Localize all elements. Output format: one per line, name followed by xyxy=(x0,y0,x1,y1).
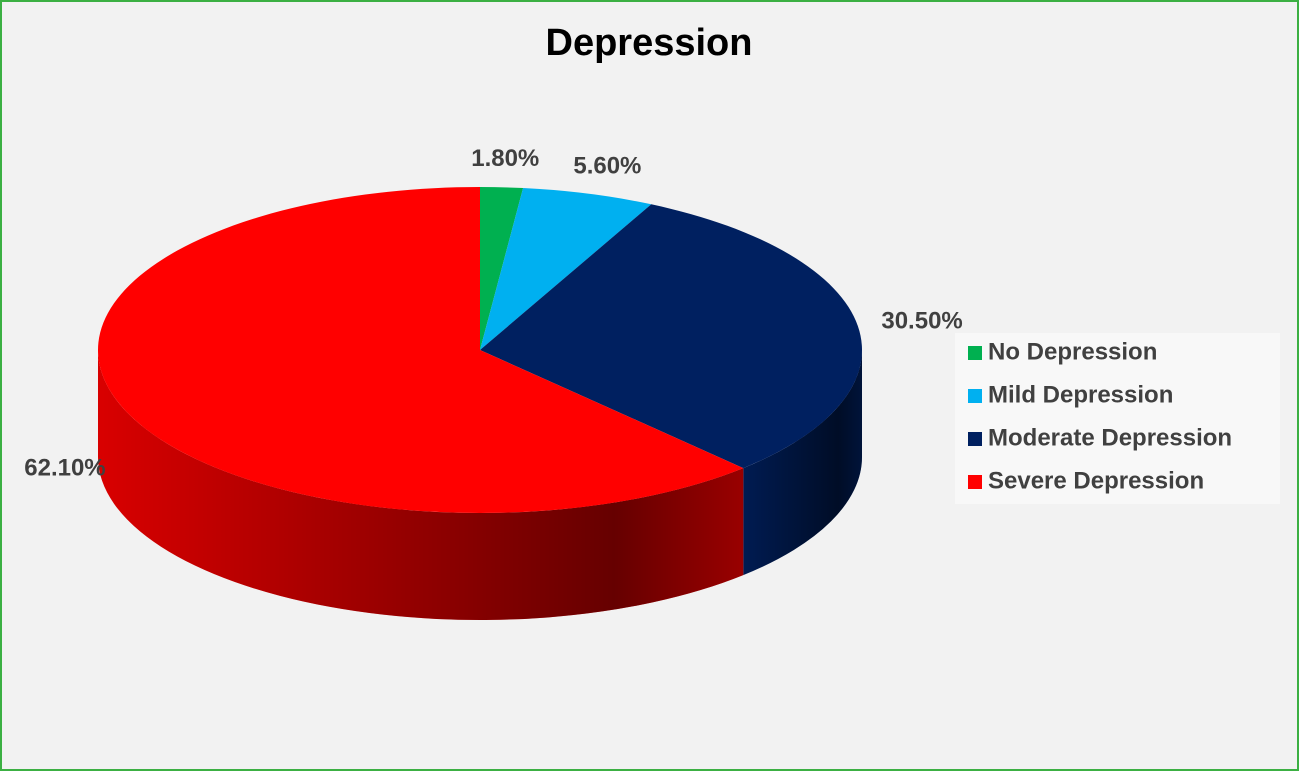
legend-label: Moderate Depression xyxy=(988,424,1232,451)
data-label: 62.10% xyxy=(24,454,105,481)
slice xyxy=(480,187,524,350)
legend-swatch xyxy=(968,475,982,489)
side-shade xyxy=(98,350,744,620)
pie-sides xyxy=(98,350,862,620)
legend: No Depression Mild Depression Moderate Dep… xyxy=(955,333,1280,504)
side-shade xyxy=(743,350,862,576)
legend-label: Mild Depression xyxy=(988,381,1173,408)
chart-title: Depression xyxy=(546,22,753,64)
data-labels: 1.80% 5.60% 30.50% 62.10% xyxy=(24,145,963,481)
slice xyxy=(98,187,744,513)
slice xyxy=(480,204,863,469)
legend-box xyxy=(955,333,1280,504)
data-label: 1.80% xyxy=(471,145,539,172)
slice xyxy=(480,188,652,350)
legend-label: Severe Depression xyxy=(988,467,1204,494)
legend-swatch xyxy=(968,346,982,360)
data-label: 30.50% xyxy=(881,307,962,334)
legend-label: No Depression xyxy=(988,338,1157,365)
pie-tops xyxy=(98,187,863,513)
data-label: 5.60% xyxy=(573,153,641,180)
legend-swatch xyxy=(968,432,982,446)
legend-swatch xyxy=(968,389,982,403)
